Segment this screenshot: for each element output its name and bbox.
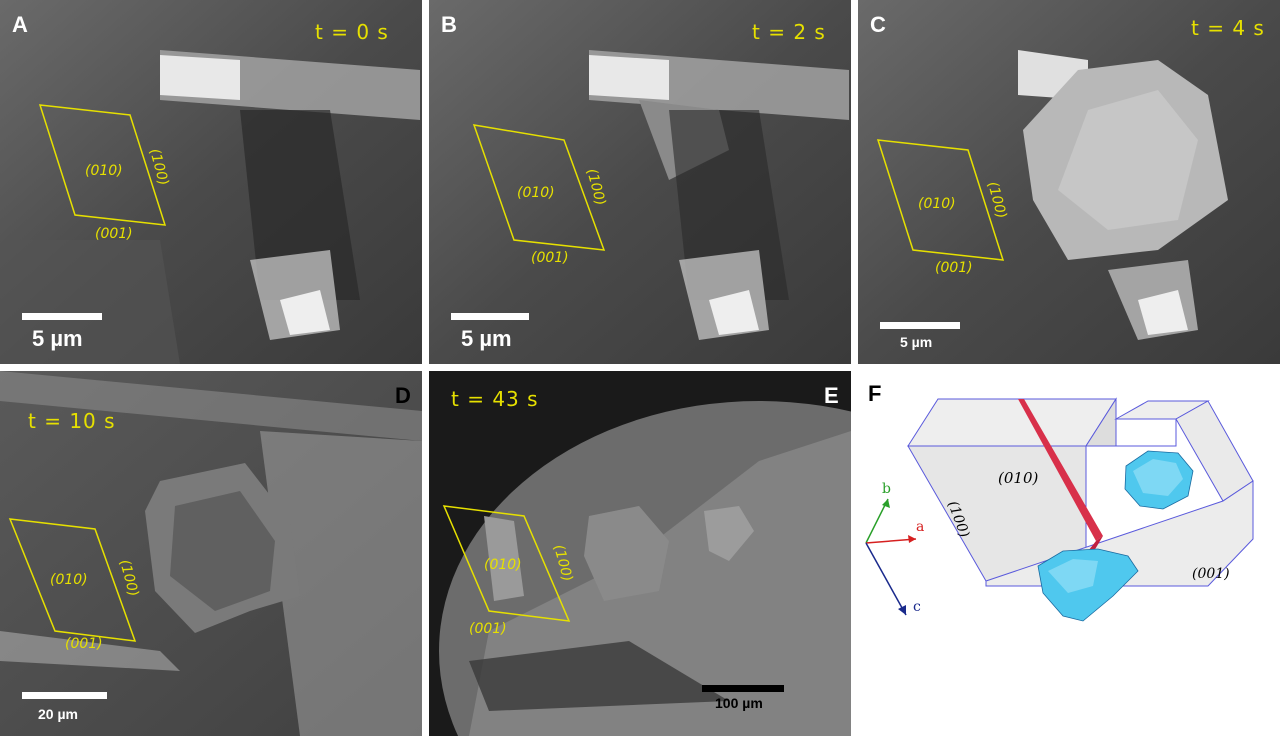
- face-label-001: (001): [95, 226, 133, 242]
- scale-bar: [22, 692, 107, 699]
- axis-b: [865, 498, 889, 544]
- time-label: t = 0 s: [315, 20, 389, 44]
- scale-label: 100 µm: [715, 695, 763, 711]
- face-label-010: (010): [517, 185, 555, 201]
- panel-label: B: [441, 12, 457, 37]
- sem-image-c: (010) (100) (001): [858, 0, 1280, 364]
- panel-c: (010) (100) (001) C t = 4 s 5 µm: [858, 0, 1280, 364]
- sem-image-d: (010) (100) (001): [0, 371, 422, 736]
- time-label: t = 10 s: [28, 409, 116, 433]
- panel-label: D: [395, 383, 411, 408]
- face-label-001: (001): [531, 250, 569, 266]
- time-label: t = 2 s: [752, 20, 826, 44]
- crystal-outline-d: [8, 518, 137, 642]
- time-label: t = 43 s: [451, 387, 539, 411]
- sem-image-a: (010) (100) (001): [0, 0, 422, 364]
- axis-c: [865, 542, 907, 616]
- sem-image-e: (010) (100) (001): [429, 371, 851, 736]
- face-label-010: (010): [85, 163, 123, 179]
- crystal-schematic: (100) (010) (001) b a c: [865, 397, 1254, 622]
- panel-b: (010) (100) (001) B t = 2 s 5 µm: [429, 0, 851, 364]
- sem-image-b: (010) (100) (001): [429, 0, 851, 364]
- crystal-outline-a: [38, 104, 167, 226]
- scale-label: 20 µm: [38, 706, 78, 722]
- face-label-010: (010): [998, 469, 1038, 487]
- panel-label: A: [12, 12, 28, 37]
- scale-label: 5 µm: [32, 326, 83, 351]
- scale-bar: [702, 685, 784, 692]
- scale-label: 5 µm: [900, 334, 933, 350]
- panel-a: (010) (100) (001) A t = 0 s 5 µm: [0, 0, 422, 364]
- face-label-010: (010): [918, 196, 956, 212]
- face-label-001: (001): [1192, 566, 1230, 582]
- panel-e: (010) (100) (001) E t = 43 s 100 µm: [429, 371, 851, 736]
- face-label-001: (001): [65, 636, 103, 652]
- panel-label: F: [868, 381, 882, 406]
- scale-bar: [22, 313, 102, 320]
- face-label-001: (001): [935, 260, 973, 276]
- scale-bar: [880, 322, 960, 329]
- axis-label-b: b: [882, 481, 891, 497]
- scale-label: 5 µm: [461, 326, 512, 351]
- time-label: t = 4 s: [1191, 16, 1265, 40]
- crystal-outline-b: [472, 124, 606, 251]
- face-label-010: (010): [484, 557, 522, 573]
- block-top-face: [907, 398, 1117, 447]
- panel-label: E: [824, 383, 839, 408]
- panel-d: (010) (100) (001) D t = 10 s 20 µm: [0, 371, 422, 736]
- face-label-010: (010): [50, 572, 88, 588]
- axis-a: [865, 538, 917, 544]
- face-label-001: (001): [469, 621, 507, 637]
- crystal-outline-c: [876, 139, 1005, 261]
- axis-label-a: a: [916, 519, 924, 535]
- crystal-outline-e: [442, 505, 571, 622]
- crack: [1018, 399, 1103, 541]
- scale-bar: [451, 313, 529, 320]
- panel-label: C: [870, 12, 886, 37]
- panel-f: F (100) (010) (001) b a c: [858, 371, 1280, 736]
- axis-label-c: c: [913, 599, 921, 615]
